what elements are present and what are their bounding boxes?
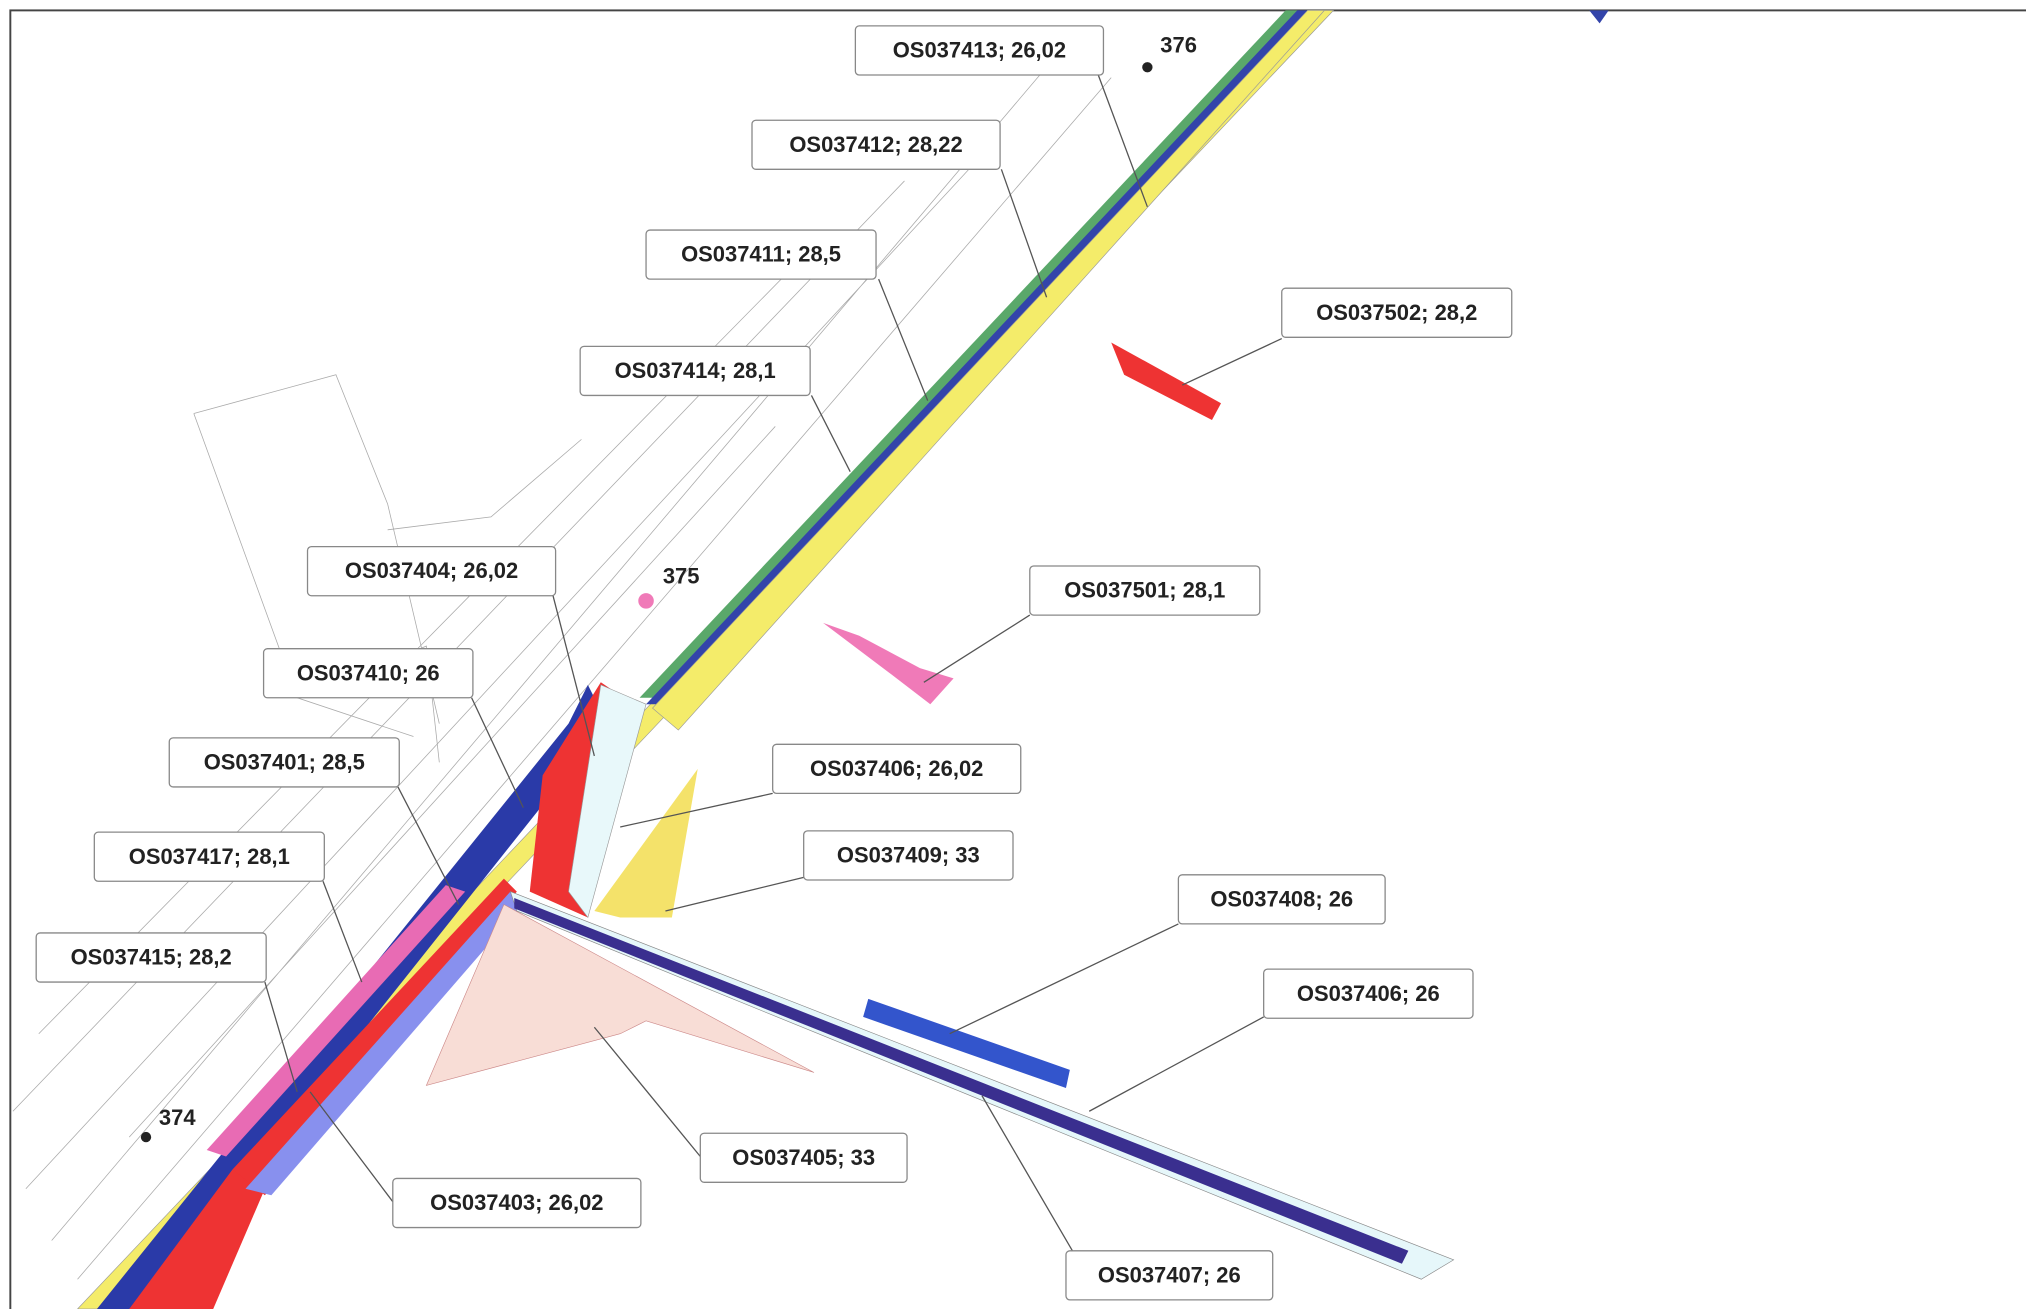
leader-line: [1000, 169, 1048, 298]
leader-line: [1181, 337, 1283, 386]
label-box: [751, 119, 1001, 170]
leader-line: [949, 923, 1179, 1035]
label-text: OS037403; 26,02: [430, 1190, 603, 1215]
survey-point: [140, 1131, 152, 1143]
label-box: [699, 1132, 908, 1183]
leader-line: [322, 881, 363, 983]
label-box: [645, 229, 877, 280]
point-label: 374: [159, 1105, 196, 1130]
label-text: OS037409; 33: [837, 843, 980, 868]
leader-line: [665, 876, 804, 912]
label-box: [854, 25, 1105, 76]
leader-line: [309, 1091, 394, 1203]
label-box: [1065, 1250, 1274, 1301]
label-box: [772, 743, 1022, 795]
label-box: [1263, 968, 1474, 1019]
label-text: OS037407; 26: [1098, 1262, 1241, 1287]
label-text: OS037502; 28,2: [1316, 300, 1477, 325]
label-text: OS037410; 26: [297, 660, 440, 685]
label-text: OS037415; 28,2: [71, 945, 232, 970]
label-box: [1177, 874, 1386, 925]
label-text: OS037405; 33: [732, 1145, 875, 1170]
label-text: OS037501; 28,1: [1064, 578, 1225, 603]
label-box: [1281, 287, 1513, 338]
label-text: OS037401; 28,5: [204, 749, 365, 774]
label-text: OS037406; 26,02: [810, 756, 983, 781]
label-box: [803, 830, 1014, 881]
label-box: [93, 831, 325, 882]
label-box: [392, 1177, 642, 1229]
label-box: [1029, 565, 1261, 616]
labels: OS037413; 26,02 OS037412; 28,22 OS037411; …: [35, 25, 1513, 1301]
frame: [9, 9, 2026, 1309]
survey-point: [1142, 62, 1153, 73]
label-box: [35, 932, 267, 983]
leader-line: [397, 786, 460, 905]
leader-line: [810, 395, 851, 472]
label-text: OS037404; 26,02: [345, 558, 518, 583]
leader-line: [593, 1026, 701, 1157]
leader-line: [620, 792, 773, 828]
label-box: [306, 545, 557, 597]
road-bands: [77, 10, 1609, 1309]
point-label: 376: [1160, 32, 1197, 57]
label-text: OS037406; 26: [1297, 981, 1440, 1006]
leader-line: [923, 614, 1031, 683]
background-lines: [12, 51, 1112, 1280]
leader-line: [552, 595, 595, 757]
leader-line: [878, 278, 929, 401]
label-text: OS037408; 26: [1210, 886, 1353, 911]
survey-point: [638, 593, 654, 609]
leader-line: [981, 1095, 1073, 1252]
label-text: OS037414; 28,1: [615, 358, 776, 383]
label-box: [579, 345, 811, 397]
point-label: 375: [663, 563, 700, 588]
label-text: OS037417; 28,1: [129, 844, 290, 869]
label-box: [168, 737, 400, 788]
label-text: OS037413; 26,02: [893, 38, 1066, 63]
label-box: [262, 648, 474, 699]
label-text: OS037412; 28,22: [789, 132, 962, 157]
leader-line: [471, 697, 524, 808]
leader-line: [1097, 74, 1148, 208]
leader-line: [1088, 1016, 1264, 1112]
leader-line: [264, 981, 298, 1093]
label-text: OS037411; 28,5: [681, 242, 841, 267]
